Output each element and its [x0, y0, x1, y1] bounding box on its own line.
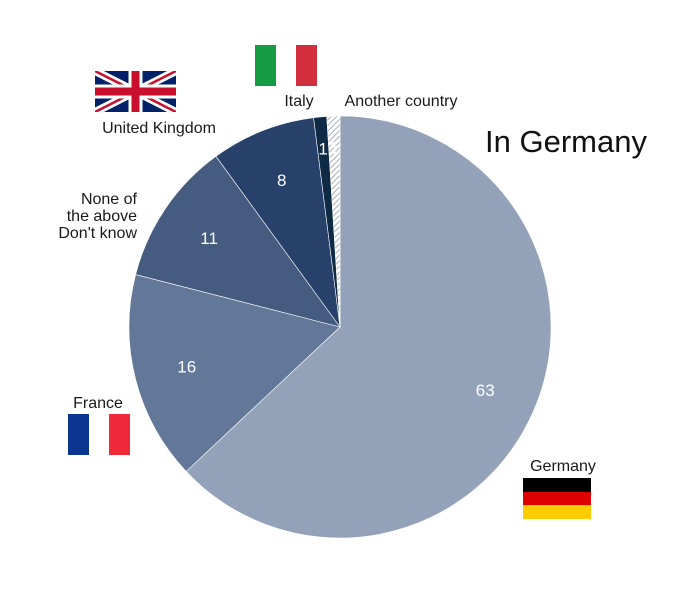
- category-label-united-kingdom: United Kingdom: [102, 120, 216, 137]
- united-kingdom-flag-icon: [95, 71, 176, 112]
- category-label-italy: Italy: [284, 93, 313, 110]
- france-flag-icon: [68, 414, 130, 455]
- value-label-another-country: 1: [330, 139, 339, 158]
- category-label-none-of-the-above-don-t-know: None of the above Don't know: [58, 191, 137, 242]
- value-label-france: 16: [177, 357, 196, 376]
- category-label-another-country: Another country: [345, 93, 458, 110]
- value-label-italy: 1: [318, 139, 327, 158]
- pie-slice-another-country: [326, 115, 341, 328]
- value-label-none-of-the-above-don-t-know: 11: [200, 229, 218, 248]
- pie-slice-france: [128, 274, 341, 472]
- germany-flag-icon: [523, 478, 591, 519]
- value-label-germany: 63: [476, 381, 495, 400]
- value-label-united-kingdom: 8: [277, 171, 286, 190]
- pie-slice-germany: [185, 115, 552, 539]
- pie-slice-none-of-the-above-don-t-know: [135, 155, 341, 328]
- category-label-france: France: [73, 395, 123, 412]
- category-label-germany: Germany: [530, 458, 596, 475]
- italy-flag-icon: [255, 45, 317, 86]
- chart-title: In Germany: [485, 124, 647, 159]
- pie-slice-united-kingdom: [215, 117, 341, 328]
